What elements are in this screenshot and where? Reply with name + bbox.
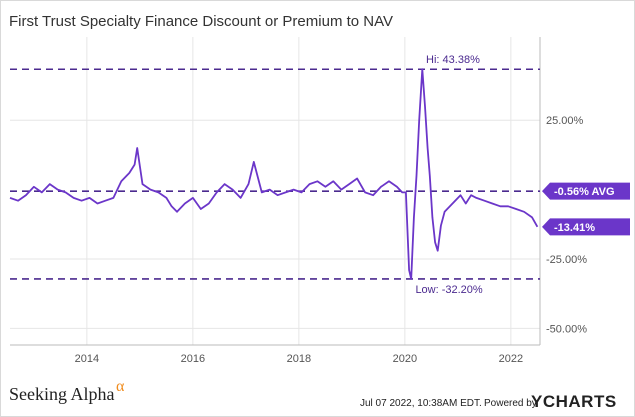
ycharts-logo[interactable]: YCHARTS bbox=[531, 392, 617, 411]
y-tick-label: 25.00% bbox=[546, 115, 584, 127]
x-tick-label: 2018 bbox=[287, 353, 311, 365]
chart-title: First Trust Specialty Finance Discount o… bbox=[9, 13, 394, 30]
timestamp: Jul 07 2022, 10:38AM EDT. bbox=[360, 398, 482, 409]
series-line bbox=[9, 68, 539, 280]
last-value-tag: -13.41% bbox=[554, 222, 595, 234]
seeking-alpha-logo[interactable]: Seeking Alpha bbox=[9, 384, 115, 404]
x-tick-label: 2014 bbox=[75, 353, 99, 365]
last-value-tag-bg bbox=[542, 218, 630, 236]
hi-label: Hi: 43.38% bbox=[426, 54, 480, 66]
x-tick-label: 2022 bbox=[499, 353, 523, 365]
powered-by-text: Powered by bbox=[484, 398, 537, 409]
avg-tag: -0.56% AVG bbox=[554, 186, 615, 198]
x-tick-label: 2020 bbox=[393, 353, 417, 365]
reference-lines bbox=[10, 68, 540, 280]
alpha-symbol-icon: α bbox=[116, 378, 125, 395]
series-layer bbox=[9, 68, 539, 280]
x-tick-label: 2016 bbox=[181, 353, 205, 365]
low-label: Low: -32.20% bbox=[415, 284, 482, 296]
avg-tag-bg bbox=[542, 182, 630, 200]
y-tick-label: -50.00% bbox=[546, 323, 587, 335]
labels-layer: 25.00% -25.00% -50.00% 2014 2016 2018 2020 2022… bbox=[75, 54, 630, 365]
y-tick-label: -25.00% bbox=[546, 254, 587, 266]
